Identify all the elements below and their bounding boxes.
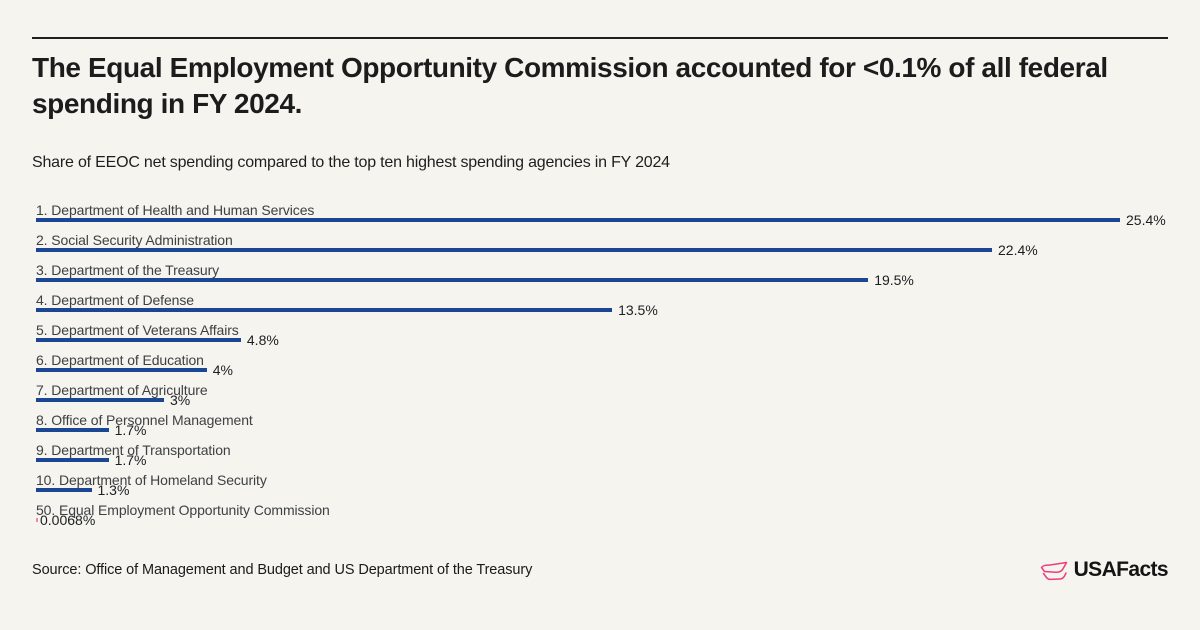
page-title: The Equal Employment Opportunity Commiss… [32, 50, 1182, 122]
bar [36, 398, 164, 402]
bar-row: 3. Department of the Treasury 19.5% [36, 262, 1168, 292]
bar [36, 218, 1120, 222]
usafacts-logo: USAFacts [1040, 558, 1169, 582]
bar-row: 5. Department of Veterans Affairs 4.8% [36, 322, 1168, 352]
page-title-line-2: spending in FY 2024. [32, 88, 303, 119]
bar-highlight [36, 518, 38, 522]
usafacts-map-icon [1040, 561, 1067, 580]
bar-row: 8. Office of Personnel Management 1.7% [36, 412, 1168, 442]
bar-value: 25.4% [1126, 212, 1166, 228]
bar-value: 1.7% [114, 422, 147, 438]
bar-row: 7. Department of Agriculture 3% [36, 382, 1168, 412]
bar [36, 278, 869, 282]
bar-row: 6. Department of Education 4% [36, 352, 1168, 382]
page-title-line-1: The Equal Employment Opportunity Commiss… [32, 52, 1108, 83]
bar-row: 10. Department of Homeland Security 1.3% [36, 472, 1168, 502]
bar [36, 338, 241, 342]
bar-value: 19.5% [874, 272, 914, 288]
bar-chart: 1. Department of Health and Human Servic… [36, 202, 1168, 532]
bar-label: 4. Department of Defense [36, 292, 194, 308]
bar-label: 9. Department of Transportation [36, 442, 231, 458]
bar [36, 248, 992, 252]
bar [36, 368, 207, 372]
bar-value: 1.3% [97, 482, 130, 498]
bar-label: 1. Department of Health and Human Servic… [36, 202, 315, 218]
bar [36, 308, 613, 312]
bar-label: 3. Department of the Treasury [36, 262, 220, 278]
bar-label: 10. Department of Homeland Security [36, 472, 267, 488]
usafacts-wordmark: USAFacts [1073, 558, 1169, 581]
bar-row: 1. Department of Health and Human Servic… [36, 202, 1168, 232]
source-note: Source: Office of Management and Budget … [32, 562, 533, 578]
top-rule [32, 37, 1168, 39]
bar [36, 428, 109, 432]
bar-label: 5. Department of Veterans Affairs [36, 322, 239, 338]
bar-label: 8. Office of Personnel Management [36, 412, 253, 428]
bar [36, 488, 92, 492]
bar-value: 3% [170, 392, 191, 408]
bar-row: 9. Department of Transportation 1.7% [36, 442, 1168, 472]
bar-label: 50. Equal Employment Opportunity Commiss… [36, 502, 330, 518]
bar-row: 50. Equal Employment Opportunity Commiss… [36, 502, 1168, 532]
chart-subtitle: Share of EEOC net spending compared to t… [32, 154, 670, 171]
bar-row: 4. Department of Defense 13.5% [36, 292, 1168, 322]
bar-value: 0.0068% [40, 512, 96, 528]
bar [36, 458, 109, 462]
bar-label: 6. Department of Education [36, 352, 204, 368]
bar-value: 22.4% [998, 242, 1038, 258]
bar-label: 7. Department of Agriculture [36, 382, 208, 398]
bar-value: 4% [212, 362, 233, 378]
bar-row: 2. Social Security Administration 22.4% [36, 232, 1168, 262]
bar-value: 1.7% [114, 452, 147, 468]
bar-value: 4.8% [246, 332, 279, 348]
bar-value: 13.5% [618, 302, 658, 318]
bar-label: 2. Social Security Administration [36, 232, 233, 248]
